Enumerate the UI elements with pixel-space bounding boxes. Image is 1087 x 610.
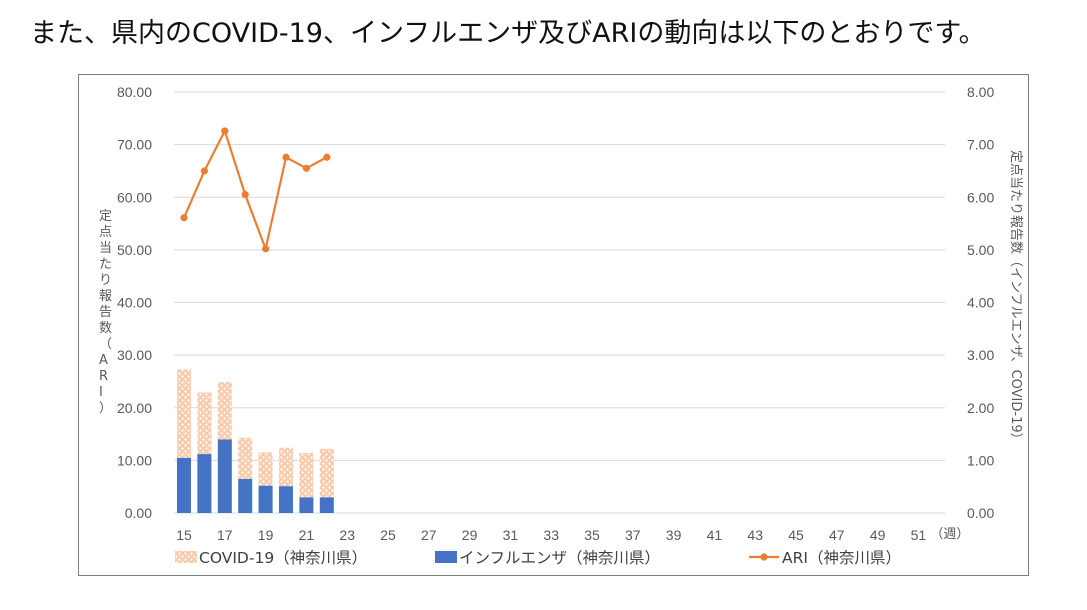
combo-chart: 0.00 0.00 10.00 1.00 20.00 2.00 30.00 3.00 40.00… [99,84,1023,567]
bar-covid19 [217,381,232,440]
y-left-tick-label: 80.00 [117,84,152,100]
x-tick-label: 43 [747,527,763,543]
legend-swatch-covid19 [175,551,197,563]
bar-influenza [279,486,293,513]
x-tick-label: 35 [584,527,600,543]
bar-covid19 [279,447,293,487]
legend: COVID-19（神奈川県） インフルエンザ（神奈川県） ARI（神奈川県） [175,549,901,567]
ari-point [282,153,290,161]
x-tick-label: 27 [421,527,437,543]
axis-ticks: 0.00 0.00 10.00 1.00 20.00 2.00 30.00 3.00 40.00… [117,84,995,543]
y-left-tick-label: 20.00 [117,400,152,416]
bar-influenza [299,497,314,513]
bar-influenza [238,478,253,513]
y-left-tick-label: 0.00 [125,505,152,521]
bar-influenza [197,454,212,513]
y-right-tick-label: 1.00 [967,452,994,468]
y-right-tick-label: 2.00 [967,400,994,416]
y-right-tick-label: 4.00 [967,295,994,311]
bar-influenza [177,457,191,513]
ari-line-path [182,128,328,253]
y-left-tick-label: 60.00 [117,189,152,205]
ari-point [180,214,188,222]
x-tick-label: 17 [217,527,233,543]
ari-point [302,164,310,172]
x-tick-label: 49 [870,527,886,543]
y-right-tick-label: 8.00 [967,84,994,100]
bars [177,369,334,513]
y-right-tick-label: 7.00 [967,137,994,153]
ari-point [200,167,208,175]
ari-point [221,127,229,135]
x-tick-label: 33 [543,527,559,543]
bar-covid19 [258,452,273,486]
x-tick-label: 41 [707,527,723,543]
x-tick-label: 23 [339,527,355,543]
x-tick-label: 39 [666,527,682,543]
bar-covid19 [197,392,212,455]
bar-covid19 [299,453,314,498]
legend-label-influenza: インフルエンザ（神奈川県） [459,549,660,567]
bar-influenza [319,497,334,513]
x-tick-label: 29 [462,527,478,543]
legend-swatch-influenza [435,551,457,563]
y-left-tick-label: 10.00 [117,452,152,468]
x-tick-label: 31 [503,527,519,543]
bar-covid19 [238,437,253,479]
x-tick-label: 25 [380,527,396,543]
x-tick-label: 37 [625,527,641,543]
ari-point [241,191,249,199]
ari-point [323,153,331,161]
bar-influenza [258,485,273,513]
y-left-tick-label: 50.00 [117,242,152,258]
x-tick-label: 47 [829,527,845,543]
y-axis-right-label: 定点当たり報告数（インフルエンザ、COVID-19） [1008,150,1023,446]
bar-covid19 [319,448,334,498]
bar-covid19 [177,369,191,458]
ari-line [180,127,331,253]
x-tick-label: 21 [299,527,315,543]
y-left-tick-label: 70.00 [117,137,152,153]
x-tick-label: 51 [911,527,927,543]
y-right-tick-label: 3.00 [967,347,994,363]
y-axis-left-label: 定点当たり報告数（ A R I） [99,209,112,416]
x-tick-label: 19 [258,527,274,543]
y-left-tick-label: 30.00 [117,347,152,363]
page-heading: また、県内のCOVID-19、インフルエンザ及びARIの動向は以下のとおりです。 [30,18,986,49]
legend-swatch-ari-point [760,553,768,561]
y-right-tick-label: 6.00 [967,189,994,205]
chart-container: 0.00 0.00 10.00 1.00 20.00 2.00 30.00 3.00 40.00… [78,74,1029,576]
x-tick-label: 45 [788,527,804,543]
y-right-tick-label: 5.00 [967,242,994,258]
y-right-tick-label: 0.00 [967,505,994,521]
x-axis-unit: （週） [930,526,969,541]
ari-point [262,245,270,253]
x-tick-label: 15 [176,527,192,543]
legend-label-ari: ARI（神奈川県） [782,549,901,567]
bar-influenza [217,439,232,513]
y-left-tick-label: 40.00 [117,295,152,311]
legend-label-covid19: COVID-19（神奈川県） [199,549,367,567]
